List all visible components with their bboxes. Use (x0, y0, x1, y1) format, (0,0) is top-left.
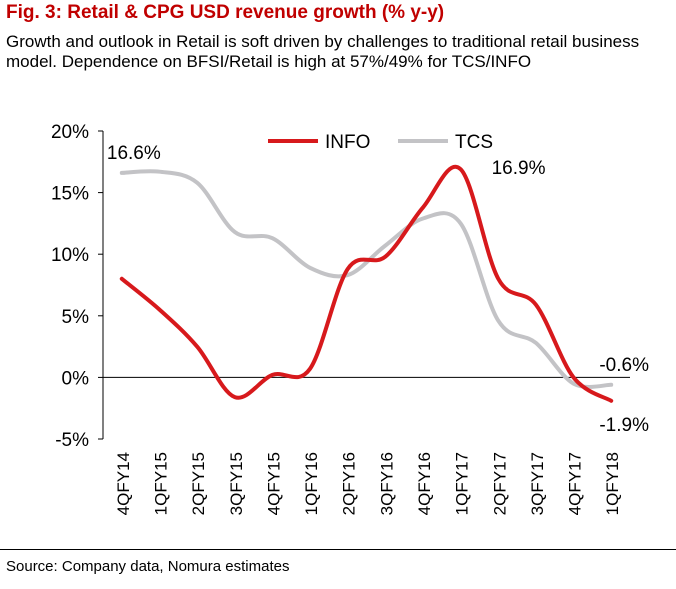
y-tick-label: -5% (55, 430, 89, 451)
legend-label-info: INFO (325, 132, 370, 153)
x-tick-label: 1QFY16 (302, 452, 321, 515)
figure-title: Fig. 3: Retail & CPG USD revenue growth … (6, 2, 445, 23)
footer-divider (0, 549, 676, 550)
data-label: -1.9% (599, 415, 649, 436)
x-tick-label: 1QFY15 (151, 452, 170, 515)
legend-label-tcs: TCS (455, 132, 493, 153)
x-tick-label: 4QFY14 (114, 452, 133, 515)
x-tick-label: 2QFY17 (490, 452, 509, 515)
y-tick-label: 20% (51, 122, 89, 143)
figure-subtitle: Growth and outlook in Retail is soft dri… (6, 32, 640, 71)
y-axis: 20% 15% 10% 5% 0% -5% (51, 122, 104, 451)
x-tick-label: 2QFY15 (189, 452, 208, 515)
x-tick-label: 2QFY16 (340, 452, 359, 515)
series-line-info (119, 164, 614, 403)
source-note: Source: Company data, Nomura estimates (6, 558, 290, 575)
x-tick-label: 4QFY16 (415, 452, 434, 515)
x-tick-label: 4QFY17 (566, 452, 585, 515)
data-label: -0.6% (599, 355, 649, 376)
y-tick-label: 15% (51, 184, 89, 205)
data-label: 16.9% (492, 158, 546, 179)
x-tick-label: 1QFY17 (453, 452, 472, 515)
x-tick-label: 3QFY17 (528, 452, 547, 515)
x-tick-label: 1QFY18 (603, 452, 622, 515)
y-tick-label: 0% (62, 368, 90, 389)
x-tick-label: 4QFY15 (264, 452, 283, 515)
y-tick-label: 10% (51, 245, 89, 266)
x-axis: 4QFY14 1QFY15 2QFY15 3QFY15 4QFY15 1QFY16 2QFY… (103, 376, 630, 515)
data-labels: 16.6% 16.9% -0.6% -1.9% (107, 143, 649, 436)
series-line-tcs (119, 169, 614, 389)
x-tick-label: 3QFY15 (227, 452, 246, 515)
x-tick-label: 3QFY16 (377, 452, 396, 515)
series-lines (119, 164, 614, 403)
data-label: 16.6% (107, 143, 161, 164)
y-tick-label: 5% (62, 307, 90, 328)
legend: INFO TCS (268, 132, 493, 153)
